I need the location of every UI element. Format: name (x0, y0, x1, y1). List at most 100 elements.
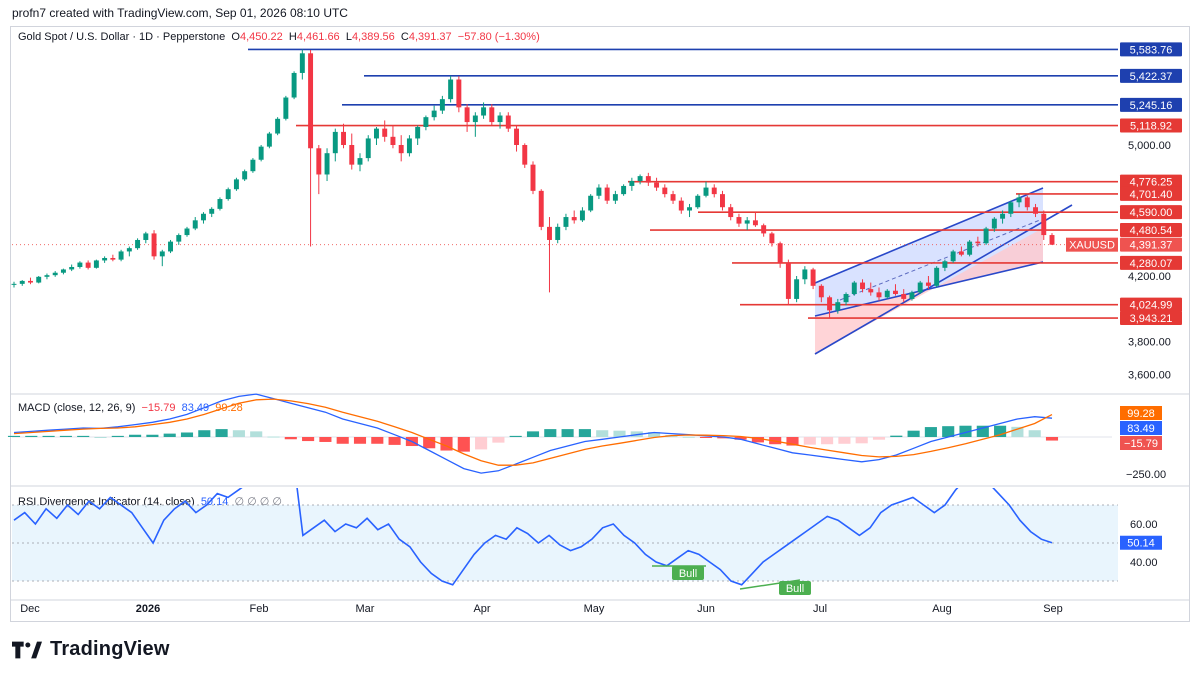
macd-histogram-bar (526, 431, 540, 437)
candle-body (497, 115, 503, 123)
x-axis-tick: May (584, 603, 605, 615)
candle-body (563, 217, 569, 227)
candle-body (975, 241, 981, 244)
candle-body (934, 267, 940, 286)
candle-body (159, 251, 165, 257)
macd-histogram-bar (942, 426, 955, 437)
candle-body (925, 282, 931, 286)
macd-histogram-bar (976, 425, 989, 437)
candle-body (481, 107, 487, 116)
macd-histogram-bar (25, 435, 38, 437)
candle-body (958, 251, 964, 255)
candle-body (950, 251, 956, 262)
macd-histogram-bar (613, 430, 626, 437)
macd-histogram-bar (492, 437, 505, 443)
candle-body (893, 290, 898, 295)
candle-body (308, 53, 314, 149)
candle-body (547, 226, 552, 240)
candle-body (736, 217, 742, 224)
macd-histogram-bar (198, 430, 211, 437)
symbol-tag-text: XAUUSD (1069, 240, 1115, 252)
macd-histogram-bar (94, 437, 107, 438)
price-label-tag (1120, 223, 1182, 238)
candle-body (629, 181, 635, 186)
x-axis-tick: Dec (20, 603, 40, 615)
macd-histogram-bar (111, 435, 124, 437)
footer-brand: TradingView (12, 638, 170, 661)
price-label-text: 3,943.21 (1130, 313, 1173, 325)
macd-histogram-bar (907, 430, 920, 437)
candle-body (794, 279, 800, 299)
price-label-tag (1120, 186, 1182, 201)
macd-axis-tick: −250.00 (1126, 469, 1166, 481)
candle-body (201, 213, 206, 221)
macd-histogram-bar (163, 433, 176, 437)
macd-histogram-bar (388, 437, 401, 445)
candle-body (374, 128, 379, 139)
open-label: O (231, 31, 240, 43)
macd-histogram-bar (59, 435, 72, 437)
candle-body (621, 185, 627, 195)
candle-body (555, 226, 561, 240)
candle-body (1016, 197, 1022, 203)
candle-body (69, 266, 75, 270)
macd-histogram-bar (838, 437, 851, 444)
candle-body (942, 261, 948, 268)
bull-label-box (672, 566, 704, 580)
candle-body (1024, 197, 1030, 208)
candle-body (472, 115, 478, 123)
candle-body (225, 189, 231, 200)
candle-body (967, 241, 973, 255)
macd-histogram-bar (855, 437, 868, 444)
macd-histogram-bar (751, 437, 764, 443)
price-label-tag (1120, 42, 1182, 57)
candle-body (423, 117, 429, 127)
macd-histogram-bar (578, 429, 591, 437)
main-legend: Gold Spot / U.S. Dollar · 1D · Peppersto… (18, 31, 540, 43)
candle-body (258, 146, 264, 160)
candle-body (233, 179, 239, 190)
price-label-text: 5,422.37 (1130, 71, 1173, 83)
macd-line-value: 83.49 (181, 402, 210, 414)
macd-value-tag (1120, 406, 1162, 420)
price-label-tag (1120, 311, 1182, 326)
price-label-tag (1120, 118, 1182, 133)
candle-body (802, 269, 808, 280)
x-axis-tick: 2026 (136, 603, 160, 615)
high-label: H (288, 31, 297, 43)
candle-body (728, 207, 734, 218)
bull-label-text: Bull (786, 583, 804, 595)
low-value: 4,389.56 (351, 31, 395, 43)
candle-body (250, 159, 256, 172)
candle-body (579, 210, 585, 221)
candle-body (406, 138, 412, 154)
x-axis-tick: Apr (473, 603, 490, 615)
candle-body (85, 262, 91, 268)
candle-body (382, 128, 388, 137)
candle-body (275, 118, 281, 134)
price-label-text: 4,776.25 (1130, 177, 1173, 189)
candle-body (514, 128, 519, 145)
candle-body (184, 228, 190, 236)
macd-histogram-bar (457, 437, 470, 452)
candle-body (192, 220, 198, 229)
macd-line (13, 393, 1053, 474)
x-axis-tick: Sep (1043, 603, 1063, 615)
tradingview-logo-icon (12, 641, 42, 658)
candle-body (983, 228, 989, 244)
x-axis-tick: Feb (250, 603, 269, 615)
candle-body (316, 148, 322, 175)
candle-body (168, 241, 173, 252)
chart-frame (10, 26, 1190, 622)
macd-histogram-bar (232, 430, 245, 437)
candle-body (209, 208, 215, 214)
candle-body (654, 182, 660, 188)
chart-creator-line: profn7 created with TradingView.com, Sep… (12, 6, 348, 20)
candle-body (670, 194, 676, 201)
candle-body (332, 131, 338, 154)
macd-histogram-bar (803, 437, 816, 445)
low-label: L (345, 31, 352, 43)
price-label-text: 5,245.16 (1130, 100, 1173, 112)
macd-histogram-bar (336, 437, 349, 444)
